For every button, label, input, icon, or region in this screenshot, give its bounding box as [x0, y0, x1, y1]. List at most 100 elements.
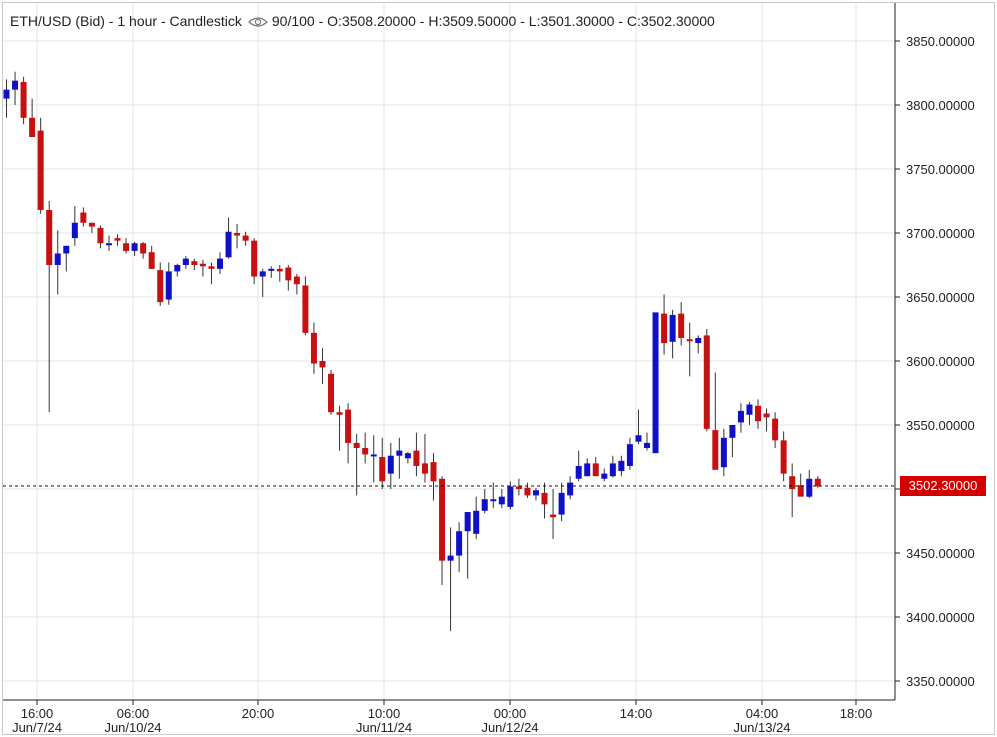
candle-up[interactable]	[63, 245, 70, 254]
candle-up[interactable]	[498, 496, 505, 505]
candle-down[interactable]	[310, 332, 317, 364]
candle-up[interactable]	[217, 258, 223, 269]
candle-up[interactable]	[737, 410, 744, 423]
candle-up[interactable]	[404, 453, 411, 459]
candle-down[interactable]	[97, 227, 104, 244]
candle-down[interactable]	[686, 339, 693, 342]
candle-up[interactable]	[558, 492, 565, 515]
candle-up[interactable]	[370, 454, 377, 457]
candle-down[interactable]	[302, 285, 309, 333]
candle-down[interactable]	[703, 335, 710, 429]
candle-down[interactable]	[29, 117, 36, 137]
candle-down[interactable]	[80, 212, 87, 223]
candle-up[interactable]	[12, 80, 19, 90]
candle-down[interactable]	[379, 457, 386, 482]
candle-up[interactable]	[695, 337, 702, 344]
candle-down[interactable]	[763, 413, 770, 418]
candle-down[interactable]	[772, 418, 779, 441]
candle-down[interactable]	[114, 238, 121, 241]
visible-count-label: 90/100	[271, 13, 315, 29]
candle-up[interactable]	[447, 555, 454, 561]
candle-down[interactable]	[336, 412, 343, 415]
candle-down[interactable]	[780, 440, 787, 474]
candle-down[interactable]	[199, 263, 206, 267]
candle-up[interactable]	[644, 442, 650, 449]
candle-down[interactable]	[46, 209, 53, 265]
candle-down[interactable]	[234, 233, 241, 236]
candle-up[interactable]	[490, 499, 497, 502]
candle-up[interactable]	[507, 486, 514, 507]
candle-down[interactable]	[712, 430, 719, 470]
candle-down[interactable]	[37, 130, 44, 210]
candle-down[interactable]	[191, 261, 198, 265]
candle-up[interactable]	[268, 268, 275, 271]
candle-up[interactable]	[746, 404, 753, 415]
candle-up[interactable]	[729, 425, 736, 438]
candle-up[interactable]	[669, 314, 676, 342]
candle-up[interactable]	[105, 243, 112, 246]
candle-up[interactable]	[3, 89, 10, 99]
candle-down[interactable]	[430, 462, 437, 482]
candle-down[interactable]	[88, 222, 95, 227]
candle-up[interactable]	[165, 271, 172, 300]
x-tick-time: 16:00	[21, 706, 54, 721]
candle-up[interactable]	[567, 482, 574, 496]
candle-up[interactable]	[131, 243, 138, 251]
candle-up[interactable]	[652, 312, 659, 454]
candle-down[interactable]	[362, 448, 369, 455]
candle-up[interactable]	[584, 463, 591, 477]
candle-up[interactable]	[473, 510, 480, 534]
candle-up[interactable]	[601, 473, 608, 479]
candle-down[interactable]	[148, 252, 155, 269]
candle-down[interactable]	[20, 81, 27, 118]
candle-down[interactable]	[797, 485, 804, 497]
candle-up[interactable]	[456, 531, 463, 556]
candle-up[interactable]	[259, 271, 266, 277]
candle-up[interactable]	[396, 450, 403, 456]
candle-down[interactable]	[755, 405, 762, 422]
candle-up[interactable]	[618, 460, 625, 472]
candle-down[interactable]	[157, 270, 164, 303]
candle-up[interactable]	[806, 478, 813, 497]
candle-down[interactable]	[353, 442, 360, 449]
candle-up[interactable]	[182, 258, 189, 265]
candle-down[interactable]	[541, 492, 548, 505]
candle-down[interactable]	[413, 450, 420, 466]
candle-down[interactable]	[592, 463, 599, 477]
candle-down[interactable]	[550, 514, 557, 518]
candle-down[interactable]	[439, 478, 446, 561]
candle-up[interactable]	[54, 253, 61, 265]
candle-down[interactable]	[251, 240, 258, 277]
candle-down[interactable]	[789, 476, 796, 489]
candle-down[interactable]	[421, 463, 428, 474]
candle-down[interactable]	[285, 267, 292, 281]
candle-up[interactable]	[575, 465, 582, 479]
candle-down[interactable]	[328, 373, 335, 413]
candle-up[interactable]	[481, 499, 488, 511]
candle-up[interactable]	[720, 437, 727, 468]
candle-down[interactable]	[515, 486, 522, 489]
candle-up[interactable]	[225, 231, 232, 258]
eye-icon[interactable]	[247, 15, 268, 27]
candle-down[interactable]	[814, 478, 821, 487]
candle-up[interactable]	[635, 435, 642, 442]
candle-up[interactable]	[174, 265, 181, 272]
candle-up[interactable]	[464, 512, 471, 532]
candle-down[interactable]	[276, 268, 283, 272]
candle-down[interactable]	[661, 313, 668, 344]
candle-up[interactable]	[71, 222, 78, 239]
candle-down[interactable]	[319, 361, 326, 368]
candle-up[interactable]	[532, 490, 539, 496]
candle-down[interactable]	[208, 266, 215, 269]
candle-down[interactable]	[140, 243, 147, 254]
candle-up[interactable]	[609, 463, 616, 477]
candle-down[interactable]	[678, 313, 685, 338]
candle-up[interactable]	[626, 444, 633, 466]
candle-down[interactable]	[242, 235, 249, 241]
candle-down[interactable]	[524, 487, 531, 496]
candle-up[interactable]	[387, 455, 394, 474]
candle-down[interactable]	[293, 276, 300, 285]
candle-down[interactable]	[345, 409, 352, 443]
candle-down[interactable]	[123, 243, 130, 251]
